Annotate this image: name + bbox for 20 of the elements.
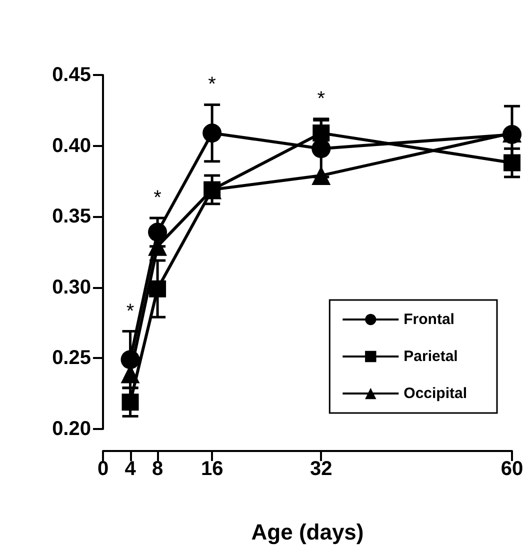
annotation: * [126,300,134,322]
y-tick-label: 0.30 [52,276,91,298]
x-axis-title: Age (days) [251,520,364,544]
legend-label: Occipital [404,385,468,402]
annotation: * [208,74,216,96]
y-tick-label: 0.45 [52,64,91,86]
x-tick-label: 4 [124,458,137,480]
y-tick-label: 0.20 [52,418,91,440]
x-tick-label: 32 [310,458,332,480]
x-tick-label: 16 [200,458,224,480]
annotation: * [317,88,326,110]
annotation: * [154,187,162,210]
y-tick-label: 0.25 [52,347,91,370]
legend-label: Parietal [404,348,458,365]
x-tick-label: 8 [152,458,164,480]
legend-label: Frontal [404,311,454,328]
x-tick-label: 60 [500,458,524,480]
y-tick-label: 0.40 [52,134,91,157]
x-tick-label: 0 [97,458,109,480]
y-tick-label: 0.35 [52,206,91,228]
